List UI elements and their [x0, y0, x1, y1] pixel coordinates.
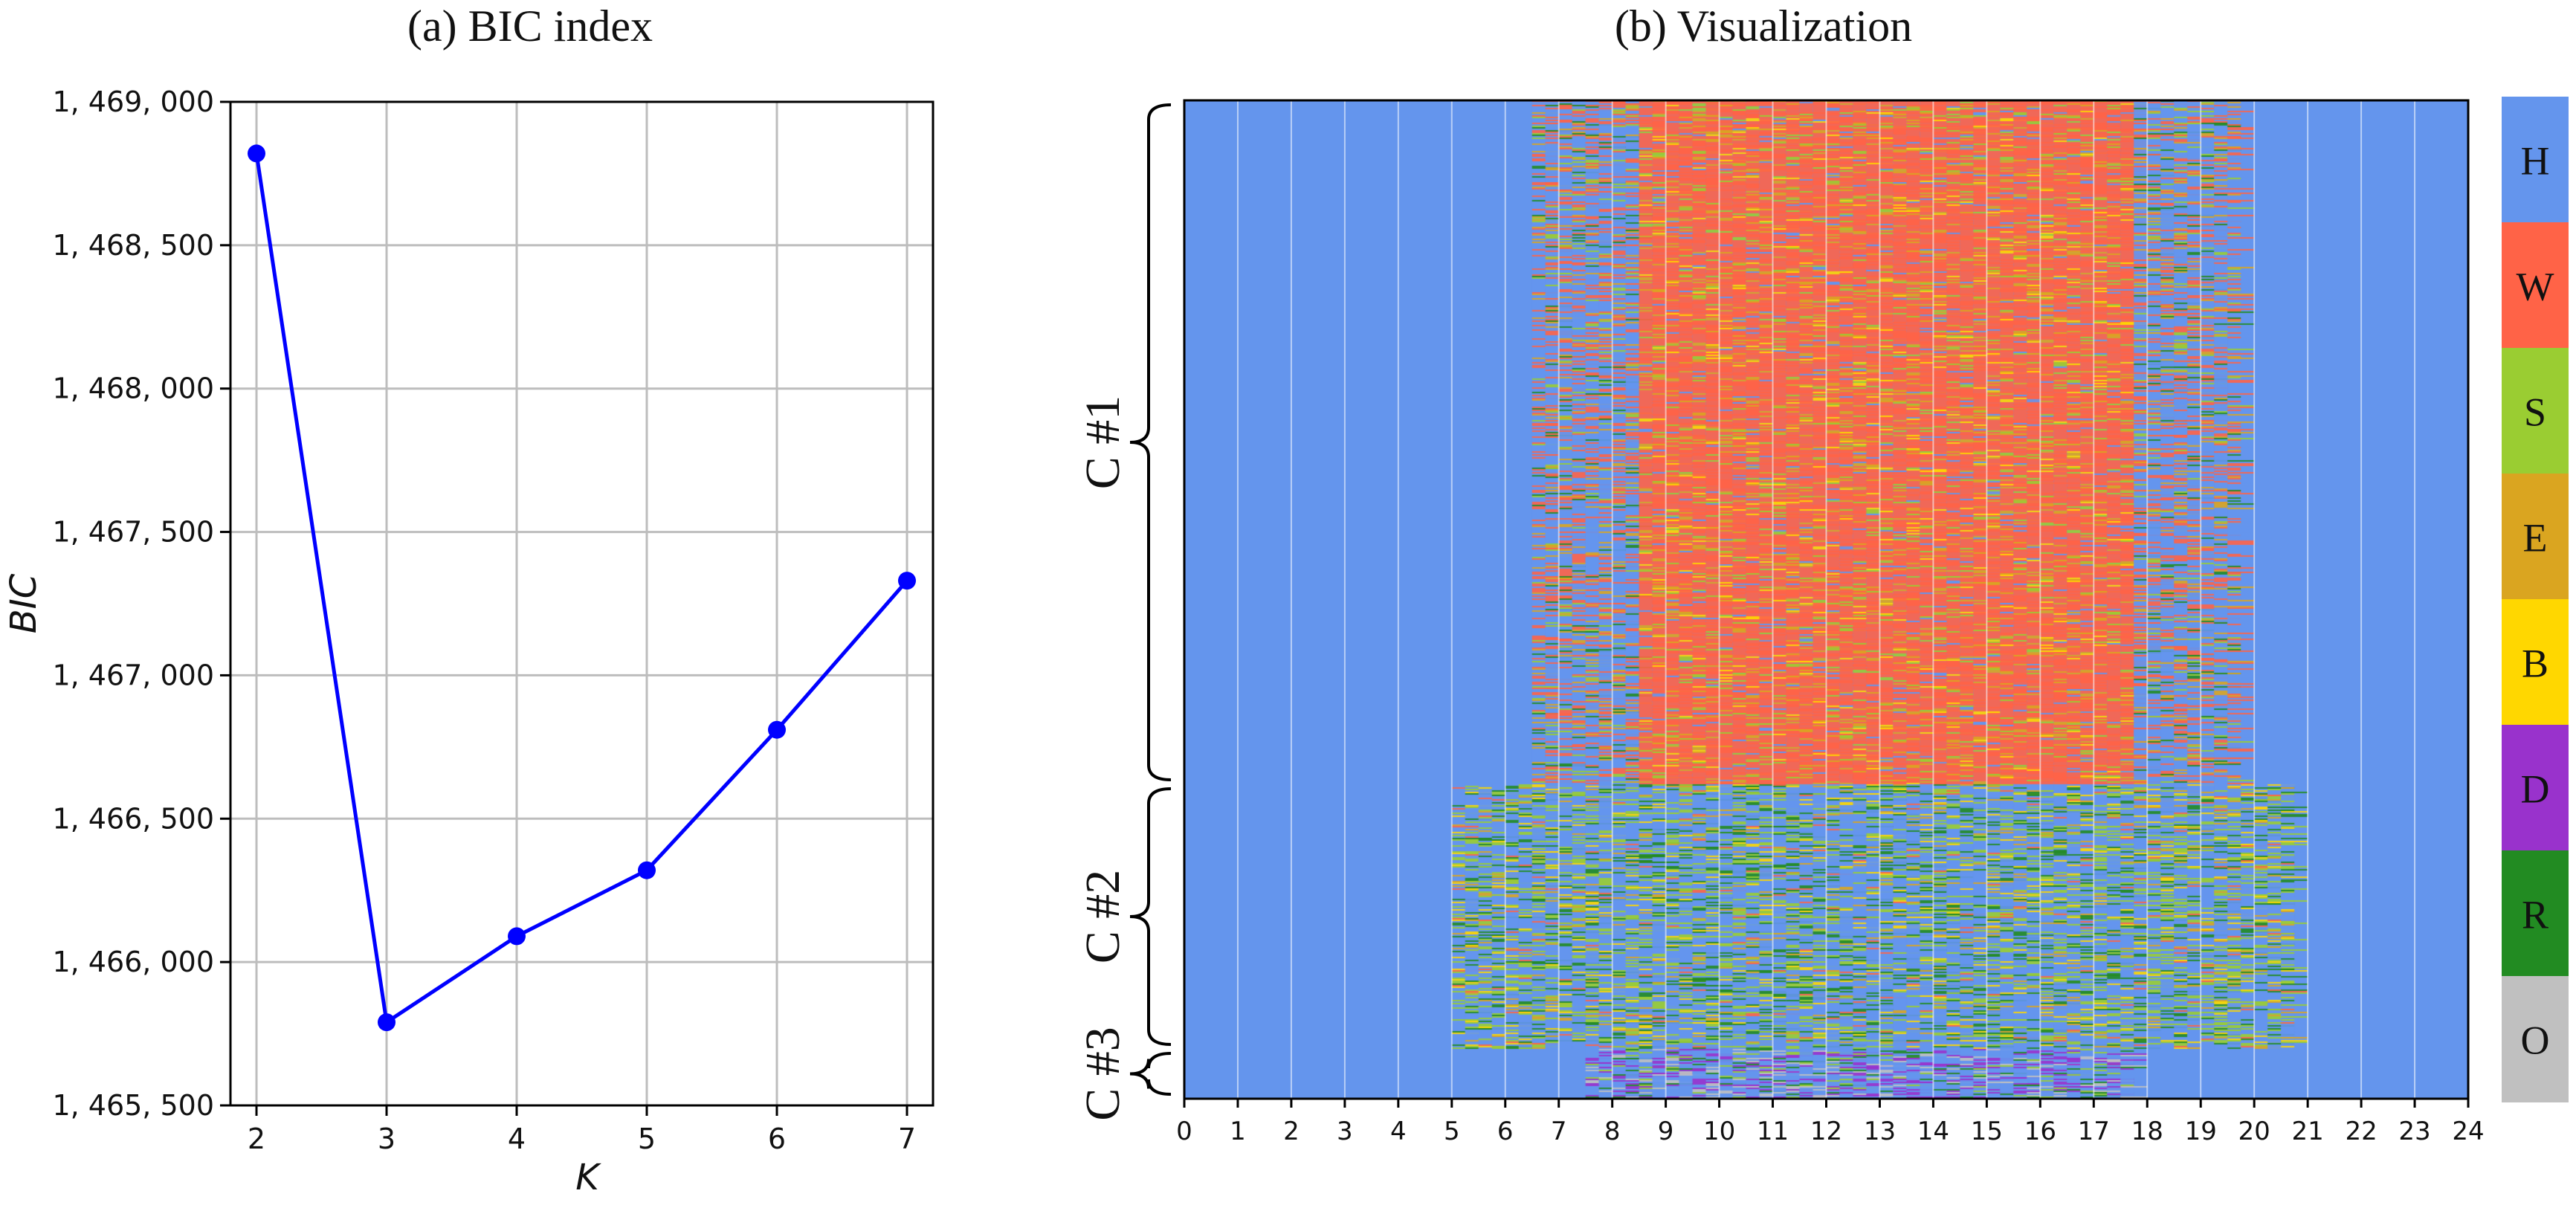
cluster-brace [1129, 787, 1172, 1046]
legend-label: D [2521, 767, 2550, 812]
visualization-x-tick-label: 20 [2238, 1117, 2270, 1146]
bic-x-tick-label: 3 [378, 1123, 396, 1155]
activity-legend: H W S E B D R O [2502, 97, 2569, 1102]
legend-swatch [2502, 97, 2569, 223]
visualization-x-axis: 0 1 2 3 4 5 6 7 8 9 10 11 12 13 14 15 16 17 18 19 20 21 22 23 24 [1176, 1099, 2485, 1146]
visualization-x-tick-label: 3 [1337, 1117, 1353, 1146]
bic-data-point [768, 720, 786, 739]
visualization-x-tick-label: 17 [2078, 1117, 2110, 1146]
bic-data-point [508, 927, 526, 946]
bic-series-line [254, 153, 908, 1026]
legend-swatch [2502, 599, 2569, 726]
bic-plot-frame [229, 100, 934, 1107]
cluster-braces: C #1 C #2 C #3 [1076, 103, 1172, 1121]
visualization-x-tick-label: 14 [1917, 1117, 1949, 1146]
visualization-x-tick-label: 5 [1444, 1117, 1460, 1146]
visualization-x-tick-label: 18 [2131, 1117, 2163, 1146]
visualization-x-tick-label: 21 [2291, 1117, 2323, 1146]
legend-swatch [2502, 725, 2569, 851]
legend-swatch [2502, 850, 2569, 977]
bic-data-point [248, 144, 265, 163]
bic-y-tick-label: 1, 467, 500 [52, 516, 214, 549]
visualization-x-tick-label: 1 [1230, 1117, 1246, 1146]
legend-label: R [2522, 893, 2548, 937]
visualization-x-tick-label: 13 [1864, 1117, 1896, 1146]
bic-data-point [638, 861, 656, 879]
bic-y-tick-label: 1, 465, 500 [52, 1089, 214, 1122]
bic-x-tick-label: 4 [508, 1123, 526, 1155]
cluster-brace [1129, 1052, 1172, 1096]
legend-swatch [2502, 348, 2569, 474]
cluster-label: C #2 [1076, 870, 1130, 964]
cluster-label: C #1 [1076, 395, 1130, 490]
bic-y-tick-label: 1, 468, 000 [52, 372, 214, 405]
visualization-x-tick-label: 15 [1971, 1117, 2003, 1146]
bic-grid [230, 100, 933, 1107]
visualization-x-tick-label: 12 [1810, 1117, 1842, 1146]
visualization-x-tick-label: 6 [1497, 1117, 1514, 1146]
visualization-x-tick-label: 19 [2185, 1117, 2217, 1146]
visualization-x-tick-label: 9 [1658, 1117, 1674, 1146]
visualization-x-tick-label: 2 [1283, 1117, 1300, 1146]
bic-y-tick-label: 1, 466, 500 [52, 802, 214, 835]
bic-y-tick-label: 1, 469, 000 [52, 85, 214, 118]
bic-data-point [898, 572, 916, 590]
visualization-x-tick-label: 7 [1551, 1117, 1567, 1146]
bic-y-tick-label: 1, 467, 000 [52, 659, 214, 691]
visualization-x-tick-label: 11 [1757, 1117, 1789, 1146]
bic-x-tick-label: 6 [768, 1123, 786, 1155]
legend-label: S [2524, 390, 2546, 435]
legend-label: H [2521, 139, 2550, 184]
visualization-x-tick-label: 8 [1604, 1117, 1621, 1146]
legend-label: W [2517, 265, 2554, 309]
bic-x-axis: 2 3 4 5 6 7 [248, 1105, 916, 1155]
bic-y-tick-label: 1, 466, 000 [52, 946, 214, 978]
visualization-panel: (b) Visualization 0 1 2 3 4 5 6 7 8 9 10 11 12 13 14 15… [1076, 1, 2569, 1146]
legend-label: B [2522, 642, 2548, 686]
visualization-x-tick-label: 0 [1176, 1117, 1192, 1146]
visualization-title: (b) Visualization [1615, 1, 1912, 51]
legend-label: O [2521, 1018, 2550, 1063]
legend-swatch [2502, 976, 2569, 1102]
bic-y-axis: 1, 465, 500 1, 466, 000 1, 466, 500 1, 467,… [52, 85, 230, 1122]
bic-x-tick-label: 5 [638, 1123, 656, 1155]
visualization-x-tick-label: 10 [1703, 1117, 1735, 1146]
legend-swatch [2502, 474, 2569, 600]
bic-x-axis-label: K [575, 1157, 601, 1198]
visualization-hour-gridlines [1236, 100, 2416, 1099]
bic-y-tick-label: 1, 468, 500 [52, 229, 214, 262]
visualization-x-tick-label: 23 [2398, 1117, 2430, 1146]
bic-chart-title: (a) BIC index [407, 1, 653, 51]
bic-x-tick-label: 2 [248, 1123, 265, 1155]
legend-swatch [2502, 222, 2569, 349]
visualization-x-tick-label: 4 [1390, 1117, 1407, 1146]
cluster-label: C #3 [1076, 1027, 1130, 1121]
bic-x-tick-label: 7 [898, 1123, 916, 1155]
bic-y-axis-label: BIC [3, 573, 45, 633]
legend-label: E [2523, 516, 2548, 561]
cluster-brace [1129, 103, 1172, 781]
bic-series [248, 144, 916, 1032]
visualization-x-tick-label: 16 [2024, 1117, 2056, 1146]
visualization-x-tick-label: 22 [2345, 1117, 2377, 1146]
bic-data-point [378, 1013, 396, 1032]
visualization-x-tick-label: 24 [2452, 1117, 2484, 1146]
